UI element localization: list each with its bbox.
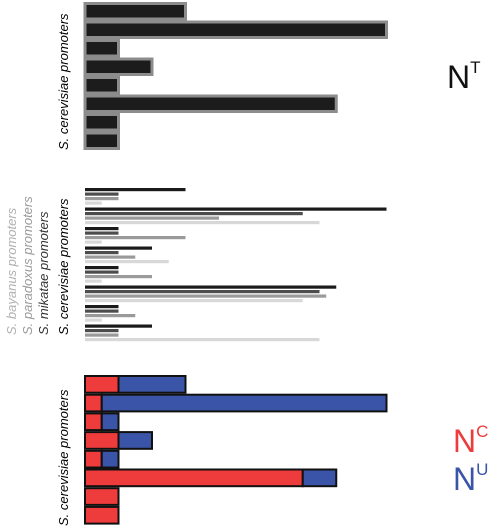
panel3-bar-nu-2	[100, 393, 388, 413]
panel1-bar-2	[83, 20, 388, 39]
panel2-bar-paradoxus-4	[85, 255, 136, 259]
panel3-bar-nu-4	[117, 431, 153, 450]
panel2-bar-bayanus-2	[85, 221, 320, 225]
panel3-bar-nu-1	[117, 375, 187, 394]
nu-label: NU	[453, 460, 488, 497]
panel3-bar-nc-8	[84, 505, 120, 525]
panel2-ylabel-bayanus: S. bayanus promoters	[4, 207, 19, 335]
panel1-bar-1	[83, 2, 187, 21]
panel2-bar-mikatae-3	[85, 231, 119, 235]
panel3-bar-nc-2	[84, 393, 103, 413]
panel2-bar-mikatae-7	[85, 309, 119, 313]
panel3-bar-nc-6	[84, 468, 304, 488]
nc-label: NC	[453, 422, 488, 459]
panel3-ylabel: S. cerevisiae promoters	[56, 389, 71, 526]
panel2-bar-mikatae-6	[85, 290, 320, 294]
panel2-ylabel-cerevisiae: S. cerevisiae promoters	[56, 198, 71, 335]
panel1-bar-6	[83, 94, 338, 113]
panel2-bar-paradoxus-8	[85, 333, 119, 337]
panel2-bar-bayanus-7	[85, 318, 102, 322]
panel1-bar-8	[83, 131, 120, 150]
panel3-bar-nc-7	[84, 487, 120, 506]
panel2-bar-paradoxus-5	[85, 275, 152, 279]
panel2-bar-paradoxus-6	[85, 294, 327, 298]
panel2-bar-cerevisiae-6	[85, 285, 337, 289]
panel3-bar-nu-3	[100, 412, 120, 432]
panel2-bar-bayanus-1	[85, 201, 102, 205]
panel2-ylabel-mikatae: S. mikatae promoters	[36, 211, 51, 335]
panel3-bar-nu-6	[301, 468, 338, 488]
panel1-bar-5	[83, 76, 120, 95]
panel1-bar-4	[83, 57, 154, 76]
panel2-bar-mikatae-1	[85, 192, 119, 196]
nu-sup: U	[476, 460, 488, 479]
panel2-bar-paradoxus-3	[85, 236, 186, 240]
panel2-bar-mikatae-8	[85, 329, 119, 333]
panel2-bar-cerevisiae-8	[85, 324, 152, 328]
panel3-bar-nc-3	[84, 412, 103, 432]
panel2-bar-mikatae-4	[85, 251, 119, 255]
nt-base: N	[447, 59, 470, 95]
panel-total	[83, 2, 388, 150]
panel2-bar-cerevisiae-4	[85, 246, 152, 250]
panel2-bar-bayanus-3	[85, 240, 102, 244]
panel2-bar-paradoxus-7	[85, 314, 136, 318]
panel2-bar-bayanus-4	[85, 260, 169, 264]
panel2-bar-cerevisiae-7	[85, 305, 119, 309]
nc-base: N	[453, 423, 476, 459]
panel3-bar-nu-5	[100, 449, 120, 469]
panel3-bar-nc-4	[84, 431, 120, 450]
nt-label: NT	[447, 58, 481, 95]
panel2-bar-mikatae-2	[85, 212, 303, 216]
panel2-bar-paradoxus-1	[85, 197, 119, 201]
panel2-bar-bayanus-5	[85, 279, 102, 283]
nu-base: N	[453, 461, 476, 497]
panel2-bar-cerevisiae-5	[85, 266, 119, 270]
panel2-bar-paradoxus-2	[85, 216, 219, 220]
panel3-bar-nc-1	[84, 375, 120, 394]
panel-species	[85, 188, 387, 342]
nt-sup: T	[470, 58, 480, 77]
panel2-bar-cerevisiae-1	[85, 188, 186, 192]
panel2-bar-mikatae-5	[85, 270, 119, 274]
panel2-bar-bayanus-6	[85, 299, 303, 303]
panel1-bar-3	[83, 39, 120, 58]
panel1-ylabel: S. cerevisiae promoters	[56, 13, 71, 150]
panel2-bar-cerevisiae-3	[85, 227, 119, 231]
panel-stacked	[84, 375, 388, 525]
panel1-bar-7	[83, 113, 120, 132]
nc-sup: C	[476, 422, 488, 441]
panel2-ylabel-paradoxus: S. paradoxus promoters	[20, 196, 35, 335]
panel2-bar-bayanus-8	[85, 338, 320, 342]
panel3-bar-nc-5	[84, 449, 103, 469]
panel2-bar-cerevisiae-2	[85, 207, 387, 211]
